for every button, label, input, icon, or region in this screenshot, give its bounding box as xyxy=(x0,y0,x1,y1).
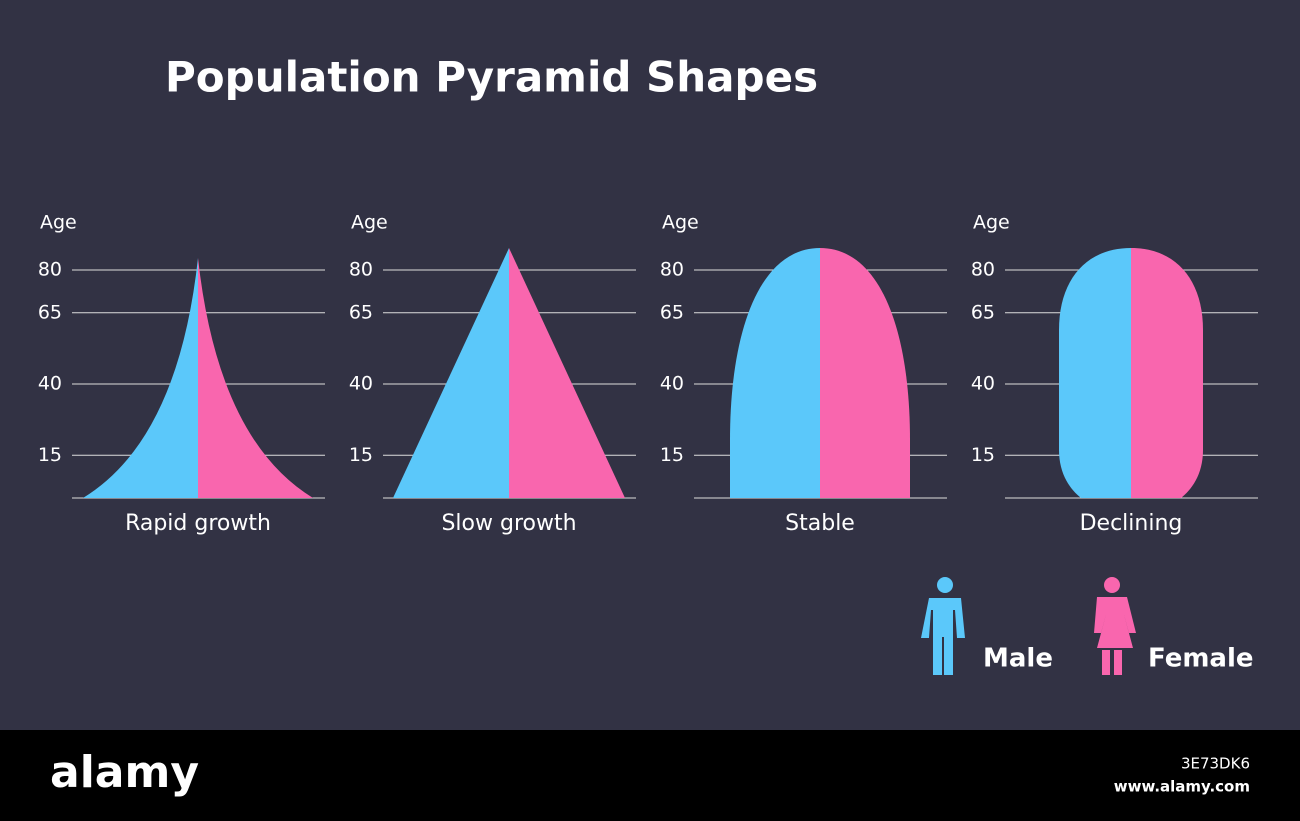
panel-caption: Rapid growth xyxy=(125,511,271,536)
panel-caption: Slow growth xyxy=(441,511,576,536)
age-tick: 80 xyxy=(38,259,62,281)
axis-label: Age xyxy=(662,212,699,234)
age-tick: 65 xyxy=(660,301,684,323)
age-tick: 65 xyxy=(349,301,373,323)
age-tick: 40 xyxy=(660,373,684,395)
female-shape xyxy=(820,248,910,498)
female-shape xyxy=(509,248,625,498)
age-tick: 40 xyxy=(971,373,995,395)
legend-male: Male xyxy=(983,644,1053,674)
age-tick: 40 xyxy=(38,373,62,395)
male-shape xyxy=(393,248,509,498)
footer-brand: alamy xyxy=(50,747,199,798)
male-shape xyxy=(1059,248,1131,498)
footer-image-id: 3E73DK6 xyxy=(1181,755,1250,773)
panel-caption: Declining xyxy=(1080,511,1183,536)
footer-url: www.alamy.com xyxy=(1114,778,1250,796)
female-icon xyxy=(1094,577,1136,675)
age-tick: 15 xyxy=(971,444,995,466)
male-shape xyxy=(83,258,198,498)
age-tick: 65 xyxy=(38,301,62,323)
footer-bar xyxy=(0,730,1300,821)
male-icon xyxy=(921,577,965,675)
axis-label: Age xyxy=(351,212,388,234)
age-tick: 40 xyxy=(349,373,373,395)
age-tick: 15 xyxy=(38,444,62,466)
age-tick: 15 xyxy=(349,444,373,466)
title: Population Pyramid Shapes xyxy=(165,53,818,102)
axis-label: Age xyxy=(973,212,1010,234)
age-tick: 80 xyxy=(971,259,995,281)
age-tick: 80 xyxy=(349,259,373,281)
male-shape xyxy=(730,248,820,498)
panel-caption: Stable xyxy=(785,511,855,536)
axis-label: Age xyxy=(40,212,77,234)
legend-female: Female xyxy=(1148,644,1254,674)
age-tick: 80 xyxy=(660,259,684,281)
female-shape xyxy=(1131,248,1203,498)
age-tick: 65 xyxy=(971,301,995,323)
female-shape xyxy=(198,258,313,498)
age-tick: 15 xyxy=(660,444,684,466)
